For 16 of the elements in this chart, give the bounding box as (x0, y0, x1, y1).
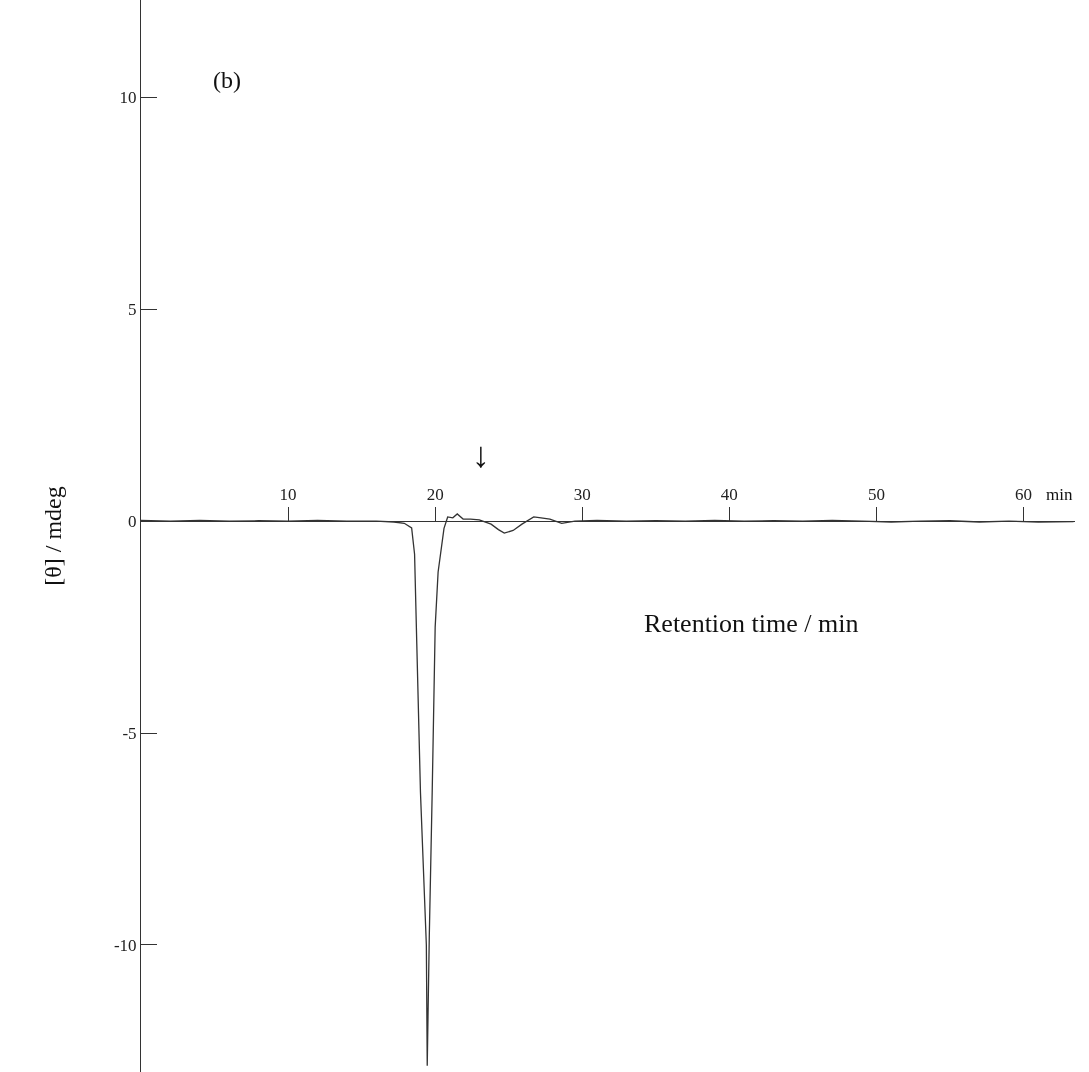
annotation: (b) (213, 67, 241, 93)
y-tick-label: 5 (128, 300, 137, 320)
annotation: ↓ (472, 435, 490, 475)
y-axis-title: [θ] / mdeg (40, 486, 67, 586)
annotation: min (1046, 485, 1073, 504)
x-axis-title: Retention time / min (644, 609, 859, 638)
y-tick-label: 0 (128, 512, 137, 532)
x-tick-label: 60 (1015, 485, 1033, 505)
y-tick-label: -10 (113, 935, 137, 955)
x-tick-label: 20 (426, 485, 444, 505)
x-tick-label: 10 (279, 485, 297, 505)
x-tick-label: 50 (867, 485, 885, 505)
x-tick-label: 40 (720, 485, 738, 505)
y-tick-label: -5 (122, 723, 137, 743)
x-tick-label: 30 (573, 485, 591, 505)
y-tick-label: 10 (119, 88, 137, 108)
